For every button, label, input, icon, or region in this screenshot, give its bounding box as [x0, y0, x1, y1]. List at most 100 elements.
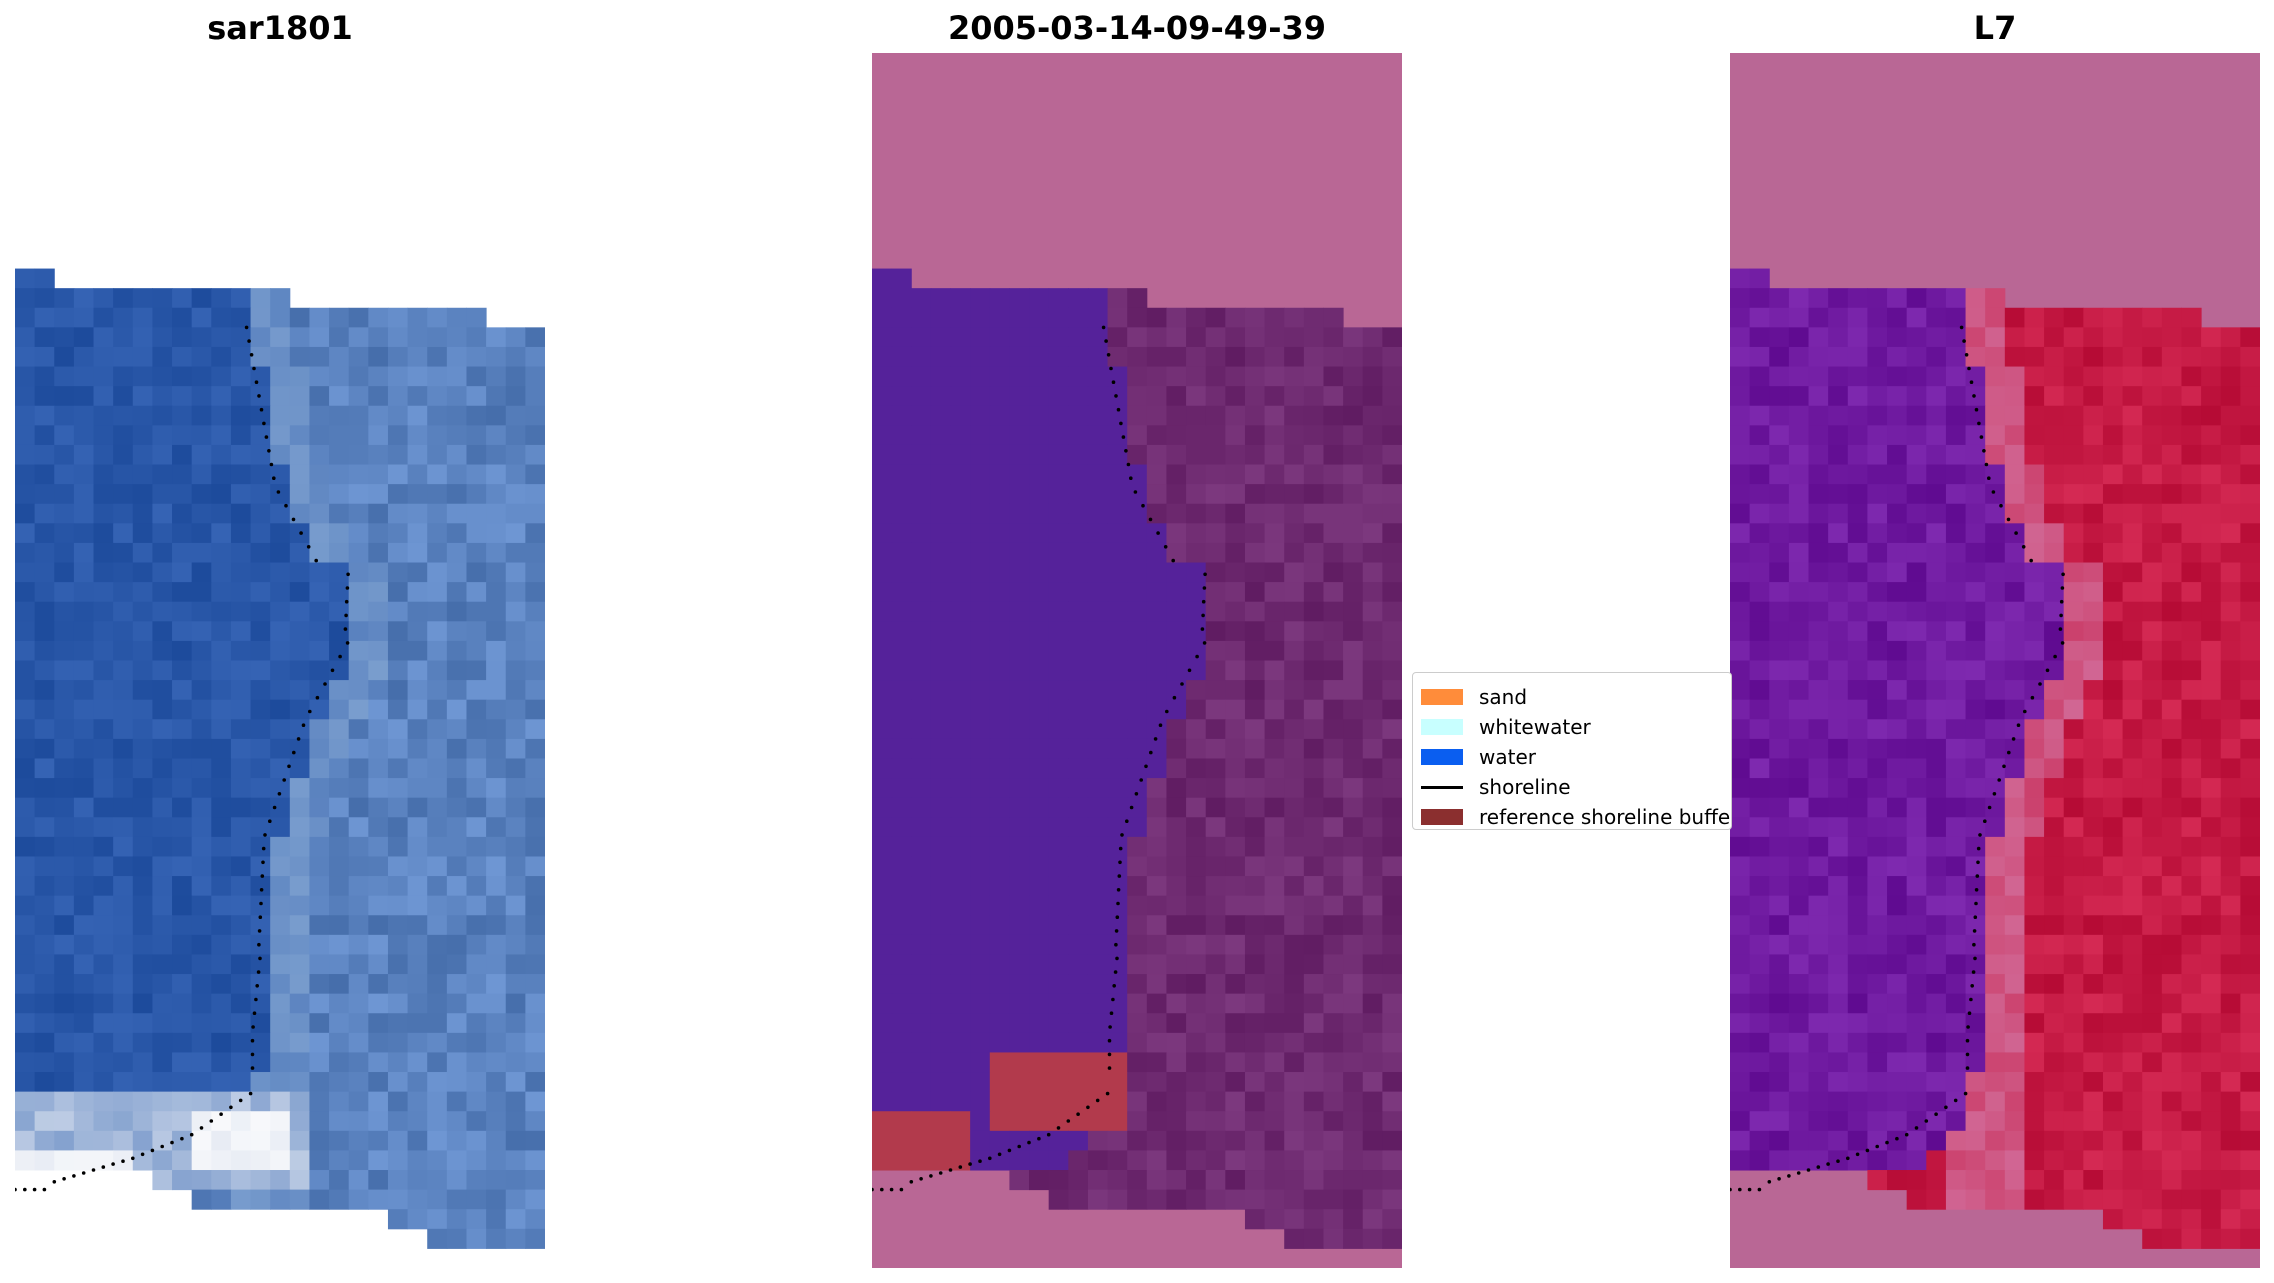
pixel-cell [466, 660, 487, 681]
pixel-cell [132, 797, 153, 818]
pixel-cell [2181, 660, 2202, 681]
pixel-cell [1808, 974, 1829, 995]
pixel-cell [2201, 444, 2222, 466]
pixel-cell [911, 817, 932, 838]
pixel-cell [230, 1032, 252, 1053]
pixel-cell [1887, 327, 1908, 348]
shoreline-point [345, 586, 350, 590]
pixel-cell [466, 640, 487, 661]
pixel-cell [446, 621, 467, 642]
pixel-cell [486, 1013, 507, 1034]
shoreline-point [1111, 997, 1115, 1002]
pixel-cell [505, 699, 526, 720]
pixel-cell [1828, 1130, 1849, 1151]
pixel-cell [1205, 621, 1226, 642]
shoreline-point [1984, 462, 1989, 467]
pixel-cell [911, 699, 932, 720]
pixel-cell [1146, 307, 1167, 328]
pixel-cell [2161, 895, 2182, 916]
pixel-cell [1906, 836, 1927, 857]
pixel-cell [2004, 582, 2025, 603]
pixel-cell [505, 1228, 526, 1249]
pixel-cell [387, 817, 409, 838]
pixel-cell [525, 1013, 545, 1034]
pixel-cell [1127, 405, 1148, 426]
pixel-cell [230, 307, 252, 328]
pixel-cell [1985, 778, 2006, 799]
pixel-cell [1284, 464, 1305, 485]
pixel-cell [1985, 307, 2006, 328]
pixel-cell [1926, 503, 1947, 524]
pixel-cell [2063, 1150, 2084, 1171]
pixel-cell [2201, 601, 2222, 622]
pixel-cell [1906, 640, 1927, 661]
shoreline-point [238, 1098, 243, 1103]
pixel-cell [1127, 915, 1148, 936]
pixel-cell [172, 288, 193, 309]
pixel-cell [1068, 915, 1089, 936]
pixel-cell [1048, 778, 1069, 799]
pixel-cell [1867, 934, 1888, 955]
shoreline-point [899, 1187, 904, 1192]
pixel-cell [427, 1189, 448, 1210]
pixel-cell [930, 836, 952, 857]
pixel-cell [1029, 738, 1050, 759]
pixel-cell [1068, 503, 1089, 524]
shoreline-point [296, 737, 301, 741]
pixel-cell [1146, 464, 1167, 485]
pixel-cell [211, 1189, 232, 1210]
pixel-cell [427, 954, 448, 975]
pixel-cell [989, 327, 1010, 348]
pixel-cell [427, 464, 448, 485]
pixel-cell [1068, 1091, 1089, 1112]
pixel-cell [34, 386, 55, 407]
pixel-cell [211, 1111, 232, 1132]
pixel-cell [113, 444, 134, 466]
pixel-cell [970, 954, 991, 975]
pixel-cell [2220, 993, 2241, 1014]
pixel-cell [505, 444, 526, 466]
shoreline-point [1991, 490, 1996, 494]
pixel-cell [368, 876, 389, 897]
pixel-cell [2004, 464, 2025, 485]
pixel-cell [1068, 621, 1089, 642]
pixel-cell [1166, 582, 1187, 603]
pixel-cell [1828, 660, 1849, 681]
pixel-cell [368, 444, 389, 466]
pixel-cell [407, 346, 428, 368]
pixel-cell [2142, 1052, 2163, 1073]
pixel-cell [2240, 1091, 2260, 1112]
pixel-cell [1048, 1130, 1069, 1151]
pixel-cell [2220, 1228, 2241, 1249]
pixel-cell [1127, 778, 1148, 799]
pixel-cell [1808, 1013, 1829, 1034]
shoreline-point [1144, 764, 1148, 769]
pixel-cell [2240, 1189, 2260, 1210]
pixel-cell [1985, 346, 2006, 368]
pixel-cell [1087, 1052, 1109, 1073]
pixel-cell [2220, 660, 2241, 681]
pixel-cell [2161, 621, 2182, 642]
pixel-cell [1730, 1091, 1751, 1112]
pixel-cell [525, 1228, 545, 1249]
pixel-cell [1382, 562, 1402, 583]
pixel-cell [1887, 542, 1908, 564]
pixel-cell [1769, 582, 1790, 603]
pixel-cell [1303, 503, 1324, 524]
pixel-cell [2102, 876, 2124, 897]
pixel-cell [1926, 425, 1947, 446]
pixel-cell [2044, 993, 2065, 1014]
pixel-cell [1847, 640, 1868, 661]
pixel-cell [1887, 797, 1908, 818]
pixel-cell [2024, 327, 2045, 348]
pixel-cell [2044, 856, 2065, 877]
pixel-cell [368, 484, 389, 505]
pixel-cell [911, 680, 932, 701]
pixel-cell [1244, 934, 1266, 955]
pixel-cell [891, 1032, 912, 1053]
pixel-cell [1730, 307, 1751, 328]
pixel-cell [1166, 346, 1187, 368]
pixel-cell [211, 1072, 232, 1093]
pixel-cell [1029, 993, 1050, 1014]
pixel-cell [15, 582, 36, 603]
